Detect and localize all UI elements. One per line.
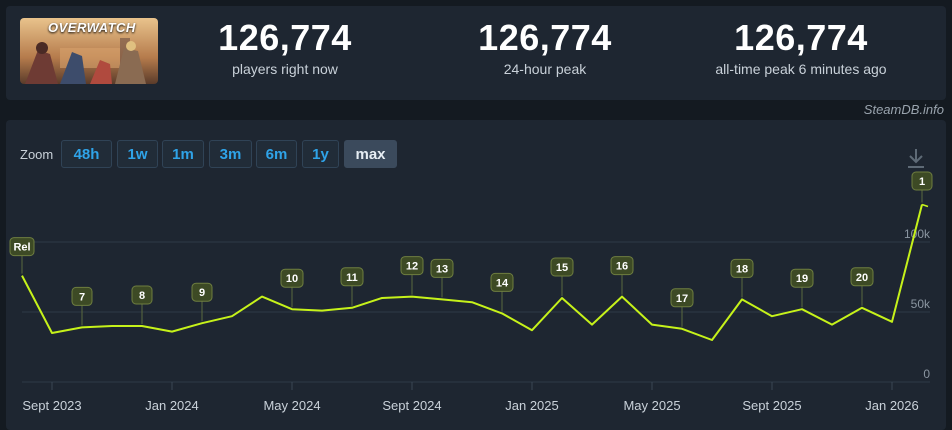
x-tick-label: May 2024 — [263, 398, 320, 413]
patch-marker — [911, 171, 933, 191]
patch-marker — [400, 256, 424, 276]
patch-marker-label: 10 — [286, 273, 298, 285]
x-tick-label: Sept 2023 — [22, 398, 81, 413]
patch-marker-label: 16 — [616, 261, 628, 273]
stat-value: 126,774 — [478, 17, 612, 58]
x-tick-label: Sept 2024 — [382, 398, 441, 413]
zoom-label: Zoom — [20, 147, 54, 162]
patch-marker-label: 7 — [79, 291, 85, 303]
game-thumbnail[interactable]: OVERWATCH — [20, 18, 158, 84]
patch-marker-label: 13 — [436, 263, 448, 275]
download-icon[interactable] — [905, 146, 927, 170]
patch-marker — [670, 288, 694, 308]
stat-value: 126,774 — [734, 17, 868, 58]
chart-panel — [6, 120, 946, 430]
patch-marker — [9, 237, 35, 257]
y-tick-label: 0 — [923, 367, 930, 381]
game-artwork-image — [20, 18, 158, 84]
y-tick-label: 50k — [911, 297, 931, 311]
line-tail — [921, 203, 929, 208]
x-tick-label: Jan 2025 — [505, 398, 559, 413]
zoom-1w-button[interactable]: 1w — [117, 140, 158, 168]
stat-label: 24-hour peak — [503, 61, 587, 77]
patch-marker-label: 8 — [139, 290, 145, 302]
patch-marker — [191, 282, 213, 302]
patch-marker — [71, 286, 93, 306]
stat-current-players: 126,774 players right now — [190, 18, 380, 78]
x-tick-label: Jan 2026 — [865, 398, 919, 413]
y-tick-label: 100k — [904, 227, 931, 241]
stats-panel — [6, 6, 946, 100]
zoom-1m-button[interactable]: 1m — [162, 140, 204, 168]
zoom-3m-button[interactable]: 3m — [209, 140, 252, 168]
patch-marker-label: 1 — [919, 176, 925, 188]
player-count-line — [21, 204, 923, 341]
x-tick-label: Sept 2025 — [742, 398, 801, 413]
patch-marker — [730, 258, 754, 278]
patch-marker-label: 20 — [856, 272, 868, 284]
patch-marker-label: 17 — [676, 293, 688, 305]
steamdb-attribution-link[interactable]: SteamDB.info — [863, 102, 944, 117]
zoom-48h-button[interactable]: 48h — [61, 140, 112, 168]
patch-marker-label: 19 — [796, 273, 808, 285]
patch-marker — [850, 267, 874, 287]
stat-all-time-peak: 126,774 all-time peak 6 minutes ago — [690, 18, 912, 78]
patch-marker-label: 12 — [406, 261, 418, 273]
stat-value: 126,774 — [218, 17, 352, 58]
stat-24h-peak: 126,774 24-hour peak — [450, 18, 640, 78]
patch-marker-label: 14 — [496, 277, 509, 289]
patch-marker-label: 9 — [199, 287, 205, 299]
zoom-max-button[interactable]: max — [344, 140, 397, 168]
zoom-6m-button[interactable]: 6m — [256, 140, 297, 168]
patch-marker-label: Rel — [13, 242, 30, 254]
stat-label: players right now — [232, 61, 338, 77]
patch-marker — [490, 272, 514, 292]
stat-label: all-time peak 6 minutes ago — [715, 61, 887, 77]
x-tick-label: May 2025 — [623, 398, 680, 413]
patch-marker-label: 15 — [556, 262, 568, 274]
patch-marker-label: 11 — [346, 272, 358, 284]
zoom-1y-button[interactable]: 1y — [302, 140, 339, 168]
patch-marker — [610, 256, 634, 276]
patch-marker — [280, 268, 304, 288]
patch-marker — [430, 258, 454, 278]
x-tick-label: Jan 2024 — [145, 398, 199, 413]
patch-marker — [340, 267, 364, 287]
game-logo-text: OVERWATCH — [48, 20, 136, 35]
patch-marker — [131, 285, 153, 305]
patch-marker — [790, 268, 814, 288]
patch-marker — [550, 257, 574, 277]
patch-marker-label: 18 — [736, 263, 748, 275]
